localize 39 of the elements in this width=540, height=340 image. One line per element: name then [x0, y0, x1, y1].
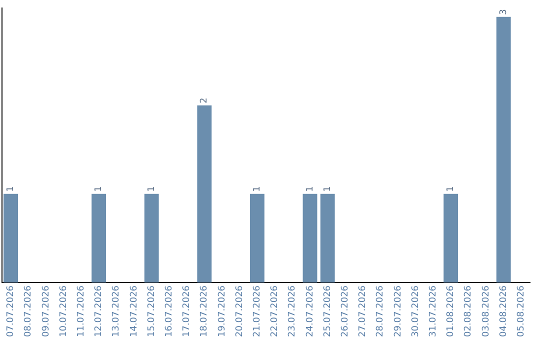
x-tick-label: 26.07.2026 — [340, 285, 351, 337]
x-tick-label: 04.08.2026 — [498, 285, 509, 337]
data-label: 1 — [146, 186, 157, 192]
x-tick-label: 22.07.2026 — [270, 285, 280, 337]
x-tick-label: 02.08.2026 — [464, 285, 474, 337]
data-label: 1 — [446, 186, 456, 192]
x-tick-label: 30.07.2026 — [410, 285, 421, 337]
x-tick-label: 13.07.2026 — [112, 285, 122, 337]
x-tick-label: 03.08.2026 — [481, 285, 492, 337]
x-tick-label: 31.07.2026 — [428, 285, 439, 337]
data-label: 1 — [322, 186, 333, 192]
x-tick-label: 29.07.2026 — [393, 285, 404, 337]
data-label: 1 — [305, 186, 316, 192]
x-tick-label: 07.07.2026 — [6, 285, 16, 337]
x-tick-label: 15.07.2026 — [146, 285, 157, 337]
x-tick-label: 21.07.2026 — [252, 285, 263, 337]
data-label: 1 — [252, 186, 263, 192]
x-tick-label: 09.07.2026 — [41, 285, 52, 337]
data-label: 1 — [6, 186, 16, 192]
x-tick-label: 28.07.2026 — [376, 285, 386, 337]
x-tick-label: 19.07.2026 — [217, 285, 228, 337]
data-label: 3 — [498, 9, 509, 15]
x-tick-label: 23.07.2026 — [288, 285, 298, 337]
x-tick-label: 16.07.2026 — [164, 285, 175, 337]
x-tick-label: 01.08.2026 — [446, 285, 456, 337]
x-tick-label: 10.07.2026 — [58, 285, 69, 337]
x-tick-label: 25.07.2026 — [322, 285, 333, 337]
x-tick-label: 20.07.2026 — [234, 285, 245, 337]
x-tick-label: 27.07.2026 — [358, 285, 368, 337]
x-tick-label: 18.07.2026 — [200, 285, 210, 337]
data-label: 2 — [200, 98, 210, 104]
x-tick-label: 17.07.2026 — [182, 285, 192, 337]
x-tick-label: 08.07.2026 — [24, 285, 34, 337]
data-label: 1 — [94, 186, 104, 192]
x-tick-label: 14.07.2026 — [129, 285, 140, 337]
x-tick-label: 12.07.2026 — [94, 285, 104, 337]
x-tick-label: 11.07.2026 — [76, 285, 87, 337]
x-tick-label: 24.07.2026 — [305, 285, 316, 337]
x-tick-label: 05.08.2026 — [516, 285, 527, 337]
